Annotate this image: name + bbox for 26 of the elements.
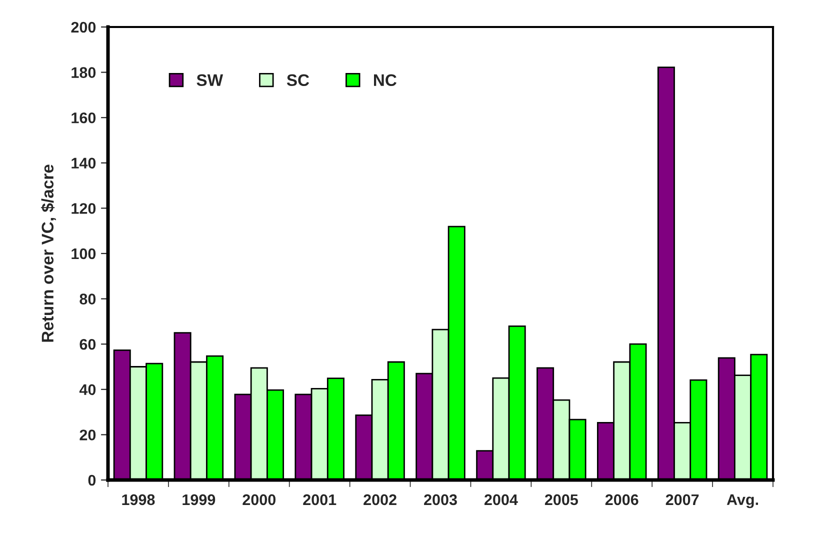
legend-label: NC — [374, 74, 397, 86]
y-tick-label: 20 — [80, 430, 96, 440]
x-tick-label: 2007 — [666, 494, 699, 506]
y-tick-label: 200 — [71, 22, 96, 33]
y-axis-title: Return over VC, $/acre — [40, 164, 56, 342]
y-tick-label: 180 — [72, 67, 96, 78]
y-tick-label: 160 — [72, 112, 96, 124]
y-tick-label: 100 — [72, 248, 96, 260]
x-tick-label: Avg. — [726, 494, 758, 508]
y-tick-label: 140 — [72, 158, 96, 169]
x-tick-label: 1998 — [122, 494, 155, 506]
x-tick-label: 2004 — [484, 494, 518, 506]
y-tick-label: 40 — [79, 384, 96, 396]
x-tick-label: 2002 — [364, 494, 396, 506]
y-tick-label: 120 — [72, 203, 96, 214]
x-tick-label: 2001 — [303, 494, 336, 506]
x-tick-label: 2000 — [242, 494, 276, 506]
y-tick-label: 60 — [80, 338, 96, 350]
legend-label: SC — [286, 74, 310, 86]
legend-label: SW — [196, 74, 224, 86]
x-tick-label: 1999 — [182, 494, 216, 506]
x-tick-label: 2003 — [424, 494, 457, 506]
y-tick-label: 80 — [80, 294, 96, 304]
x-tick-label: 2005 — [544, 494, 578, 506]
x-tick-label: 2006 — [605, 494, 638, 506]
y-tick-label: 0 — [88, 474, 96, 486]
